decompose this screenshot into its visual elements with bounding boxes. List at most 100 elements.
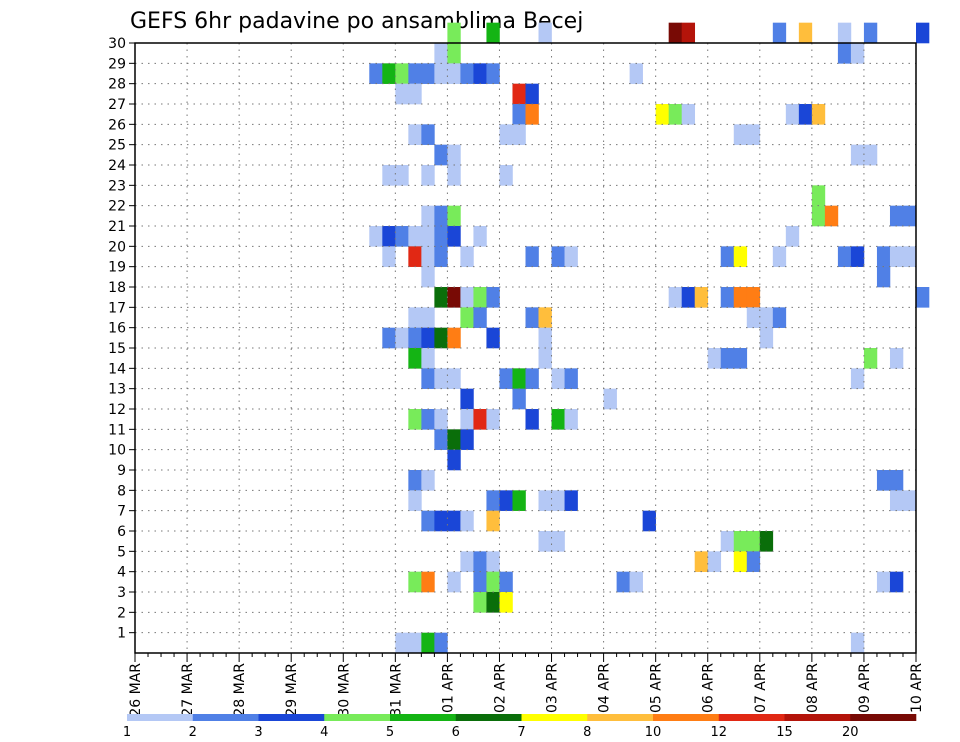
- precip-cell: [408, 63, 422, 84]
- precip-cell: [421, 226, 435, 247]
- colorbar-swatch: [258, 714, 325, 721]
- colorbar-swatch: [390, 714, 457, 721]
- precip-cell: [811, 104, 826, 125]
- y-tick-label: 4: [117, 565, 126, 581]
- precip-cell: [629, 63, 643, 84]
- precip-cell: [421, 63, 435, 84]
- x-tick-label: 01 APR: [440, 663, 456, 713]
- colorbar-label: 1: [123, 725, 131, 740]
- precip-cell: [811, 185, 826, 206]
- precip-cell: [473, 307, 487, 328]
- precip-cell: [772, 307, 787, 328]
- colorbar: 1 2 3 4 5 6 7 8 10 12 15 20: [123, 714, 917, 740]
- precip-cell: [369, 63, 383, 84]
- precip-cell: [733, 287, 748, 308]
- colorbar-label: 10: [645, 725, 662, 740]
- precip-cell: [772, 22, 787, 44]
- precip-cell: [525, 83, 539, 105]
- precip-cell: [421, 348, 435, 369]
- precip-cell: [889, 490, 904, 511]
- colorbar-label: 15: [776, 725, 793, 740]
- colorbar-swatch: [324, 714, 391, 721]
- y-tick-label: 1: [117, 626, 126, 642]
- precip-cell: [434, 205, 448, 227]
- precip-cell: [473, 571, 487, 593]
- colorbar-swatch: [127, 714, 194, 721]
- y-tick-label: 18: [108, 280, 126, 296]
- precip-cell: [447, 43, 461, 64]
- y-tick-label: 6: [117, 524, 126, 540]
- precip-cell: [746, 287, 761, 308]
- precip-cell: [759, 327, 774, 349]
- precip-cell: [772, 246, 787, 267]
- precip-cell: [525, 368, 539, 389]
- precip-cell: [668, 104, 682, 125]
- precip-cell: [759, 307, 774, 328]
- precip-cell: [655, 104, 669, 125]
- precip-cell: [629, 571, 643, 593]
- precip-cell: [642, 510, 656, 532]
- precip-cell: [512, 83, 526, 105]
- precip-cell: [538, 327, 552, 349]
- precip-cell: [434, 226, 448, 247]
- colorbar-swatch: [784, 714, 851, 721]
- precip-cell: [421, 368, 435, 389]
- precip-cell: [733, 246, 748, 267]
- precip-cell: [785, 226, 800, 247]
- x-tick-label: 29 MAR: [284, 663, 300, 717]
- y-tick-label: 20: [108, 239, 126, 255]
- x-tick-label: 26 MAR: [128, 663, 144, 717]
- precip-cell: [447, 226, 461, 247]
- precip-cell: [486, 551, 500, 572]
- precip-cell: [707, 551, 722, 572]
- precip-cell: [512, 104, 526, 125]
- y-tick-label: 13: [108, 382, 126, 398]
- precip-cell: [434, 287, 448, 308]
- precip-cell: [486, 327, 500, 349]
- precip-cell: [837, 22, 852, 44]
- x-tick-label: 27 MAR: [180, 663, 196, 717]
- precip-cell: [447, 510, 461, 532]
- precip-cell: [798, 104, 813, 125]
- precip-cell: [395, 226, 409, 247]
- precip-cell: [408, 348, 422, 369]
- precip-cell: [720, 287, 735, 308]
- precip-cell: [837, 246, 852, 267]
- colorbar-swatch: [521, 714, 588, 721]
- y-tick-label: 30: [108, 36, 126, 52]
- precip-cell: [733, 531, 748, 552]
- y-tick-label: 10: [108, 443, 126, 459]
- y-axis: 1234567891011121314151617181920212223242…: [108, 36, 135, 642]
- precip-cell: [486, 63, 500, 84]
- precip-cell: [850, 144, 865, 166]
- precip-cell: [525, 246, 539, 267]
- precip-cell: [447, 144, 461, 166]
- precip-cell: [785, 104, 800, 125]
- precip-cell: [434, 63, 448, 84]
- precip-cell: [824, 205, 839, 227]
- precip-cell: [460, 409, 474, 430]
- precip-cell: [863, 348, 878, 369]
- precip-cell: [850, 368, 865, 389]
- precip-cell: [889, 205, 904, 227]
- y-tick-label: 19: [108, 260, 126, 276]
- precip-cell: [902, 246, 917, 267]
- precip-cell: [460, 287, 474, 308]
- y-tick-label: 12: [108, 402, 126, 418]
- precip-cell: [460, 388, 474, 410]
- precip-cell: [798, 22, 813, 44]
- y-tick-label: 8: [117, 483, 126, 499]
- y-tick-label: 25: [108, 138, 126, 154]
- precip-cell: [434, 429, 448, 450]
- colorbar-swatch: [192, 714, 259, 721]
- precip-cell: [720, 531, 735, 552]
- precip-cell: [902, 490, 917, 511]
- x-tick-label: 05 APR: [649, 663, 665, 713]
- precip-cell: [408, 571, 422, 593]
- precip-cell: [694, 287, 709, 308]
- precip-cell: [902, 205, 917, 227]
- precip-cell: [733, 551, 748, 572]
- precip-cell: [486, 592, 500, 613]
- precip-cell: [564, 246, 578, 267]
